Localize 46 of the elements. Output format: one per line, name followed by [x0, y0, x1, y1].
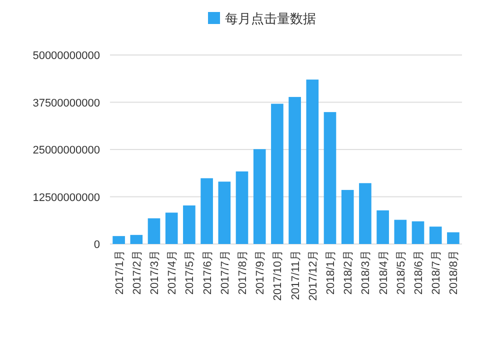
- x-tick-label: 2017/10月: [272, 250, 284, 301]
- x-tick-label: 2017/6月: [202, 250, 214, 295]
- x-tick-label: 2017/9月: [254, 250, 267, 295]
- y-tick-label: 25000000000: [32, 144, 100, 156]
- bar: [236, 171, 248, 244]
- x-tick-label: 2018/4月: [378, 250, 390, 295]
- y-tick-label: 50000000000: [32, 50, 100, 62]
- bar: [447, 232, 460, 244]
- x-tick-label: 2017/4月: [166, 250, 179, 295]
- bar: [200, 178, 213, 244]
- y-tick-label: 0: [94, 239, 100, 251]
- bar: [112, 236, 125, 244]
- bar: [376, 210, 389, 244]
- x-tick-label: 2017/11月: [290, 250, 302, 300]
- bar: [429, 226, 442, 244]
- x-tick-label: 2018/5月: [395, 250, 408, 295]
- bar: [359, 183, 372, 244]
- y-tick-label: 12500000000: [32, 192, 100, 204]
- x-tick-label: 2018/6月: [413, 250, 425, 295]
- bar: [218, 182, 231, 244]
- bar: [324, 112, 336, 244]
- x-tick-label: 2017/3月: [149, 250, 161, 295]
- x-tick-label: 2017/2月: [131, 250, 144, 295]
- bar: [148, 218, 160, 244]
- bar: [306, 80, 319, 244]
- x-tick-label: 2018/7月: [430, 250, 443, 295]
- x-tick-label: 2017/8月: [237, 250, 249, 295]
- x-tick-label: 2018/3月: [360, 250, 372, 295]
- x-tick-label: 2018/2月: [342, 250, 355, 295]
- legend-label: 每月点击量数据: [225, 11, 316, 26]
- x-tick-label: 2018/1月: [325, 250, 337, 295]
- bar: [130, 234, 143, 244]
- bar: [288, 96, 301, 244]
- bar: [253, 149, 266, 244]
- bar: [165, 212, 178, 244]
- x-tick-label: 2018/8月: [448, 250, 460, 295]
- bar: [183, 205, 196, 244]
- y-tick-label: 37500000000: [32, 97, 100, 110]
- bar: [341, 190, 354, 244]
- bar: [271, 104, 284, 244]
- x-tick-label: 2017/1月: [114, 250, 126, 295]
- x-tick-label: 2017/7月: [219, 250, 232, 295]
- bar: [412, 221, 424, 244]
- x-tick-label: 2017/5月: [184, 250, 196, 295]
- x-tick-label: 2017/12月: [307, 250, 320, 301]
- bar: [394, 220, 407, 244]
